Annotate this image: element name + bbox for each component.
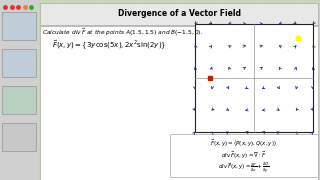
Bar: [40, 3, 318, 25]
Bar: [40, 26, 318, 180]
Bar: [2, 12, 36, 40]
Text: $div\,\vec{F}(x,y) = \frac{\partial P}{\partial x} + \frac{\partial Q}{\partial : $div\,\vec{F}(x,y) = \frac{\partial P}{\…: [218, 161, 270, 175]
Text: $\vec{F}(x, y) = \{3y\cos(5x), 2x^2\sin(2y)\}$: $\vec{F}(x, y) = \{3y\cos(5x), 2x^2\sin(…: [52, 39, 166, 51]
Text: $\vec{F}(x,y) = \langle P(x,y), Q(x,y)\rangle$: $\vec{F}(x,y) = \langle P(x,y), Q(x,y)\r…: [211, 137, 277, 148]
Text: Divergence of a Vector Field: Divergence of a Vector Field: [117, 10, 241, 19]
Bar: [2, 86, 36, 114]
Text: Calculate $div\,\vec{F}$ at the points $A(1.5,1.5)$ and $B(-1.5,0)$.: Calculate $div\,\vec{F}$ at the points $…: [42, 26, 203, 38]
Bar: [0, 0, 38, 180]
Bar: [170, 134, 318, 177]
Bar: [2, 49, 36, 77]
Bar: [195, 24, 313, 132]
Text: $div\,\vec{F}(x,y) = \nabla \cdot \vec{F}$: $div\,\vec{F}(x,y) = \nabla \cdot \vec{F…: [221, 149, 267, 161]
Bar: [2, 123, 36, 151]
